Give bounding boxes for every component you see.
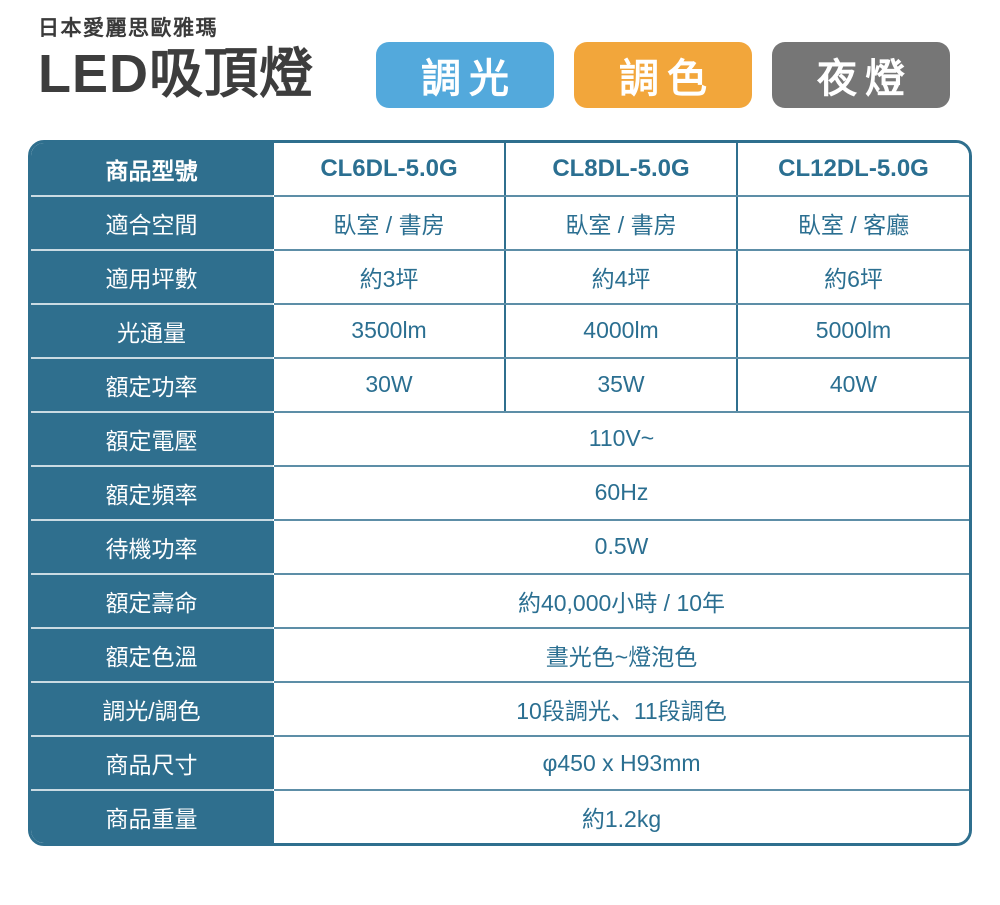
spec-value: 4000lm (504, 303, 737, 359)
badge-night-light: 夜燈 (772, 42, 950, 108)
badge-group: 調光 調色 夜燈 (376, 42, 950, 108)
spec-value: 40W (736, 357, 969, 413)
spec-row: 額定壽命 約40,000小時 / 10年 (31, 574, 969, 630)
spec-label: 商品重量 (31, 790, 273, 843)
spec-label: 額定頻率 (31, 465, 273, 521)
page-title: LED吸頂燈 (38, 44, 314, 105)
spec-label: 適用坪數 (31, 249, 273, 305)
spec-value-merged: 約1.2kg (272, 790, 969, 843)
spec-value-merged: 110V~ (272, 411, 969, 467)
spec-row: 商品尺寸 φ450 x H93mm (31, 736, 969, 792)
spec-table-body: 商品型號 CL6DL-5.0G CL8DL-5.0G CL12DL-5.0G 適合空間臥… (31, 143, 969, 843)
spec-label: 額定功率 (31, 357, 273, 413)
spec-row: 額定色溫 晝光色~燈泡色 (31, 628, 969, 684)
badge-dimming: 調光 (376, 42, 554, 108)
spec-row: 適用坪數 約3坪 約4坪 約6坪 (31, 249, 969, 305)
spec-value: CL12DL-5.0G (736, 143, 969, 197)
spec-value-merged: 60Hz (272, 465, 969, 521)
spec-label: 額定色溫 (31, 628, 273, 684)
spec-value-merged: 10段調光、11段調色 (272, 682, 969, 738)
spec-value-merged: φ450 x H93mm (272, 736, 969, 792)
spec-value: 約3坪 (272, 249, 505, 305)
spec-row: 光通量 3500lm 4000lm 5000lm (31, 303, 969, 359)
spec-value: 約6坪 (736, 249, 969, 305)
spec-label: 商品型號 (31, 143, 273, 197)
brand-text: 日本愛麗思歐雅瑪 (38, 17, 218, 40)
spec-row: 額定功率 30W 35W 40W (31, 357, 969, 413)
spec-value: CL6DL-5.0G (272, 143, 505, 197)
spec-label: 額定電壓 (31, 411, 273, 467)
spec-label: 光通量 (31, 303, 273, 359)
spec-row: 調光/調色 10段調光、11段調色 (31, 682, 969, 738)
spec-row: 商品重量 約1.2kg (31, 790, 969, 843)
spec-value: 臥室 / 書房 (504, 195, 737, 251)
spec-label: 適合空間 (31, 195, 273, 251)
spec-value: 3500lm (272, 303, 505, 359)
spec-label: 額定壽命 (31, 574, 273, 630)
spec-row: 適合空間 臥室 / 書房 臥室 / 書房 臥室 / 客廳 (31, 195, 969, 251)
spec-value-merged: 約40,000小時 / 10年 (272, 574, 969, 630)
spec-table: 商品型號 CL6DL-5.0G CL8DL-5.0G CL12DL-5.0G 適合空間臥… (28, 140, 972, 846)
header-row: LED吸頂燈 調光 調色 夜燈 (38, 40, 950, 110)
spec-row: 待機功率 0.5W (31, 519, 969, 576)
spec-row: 額定電壓 110V~ (31, 411, 969, 467)
spec-value: 30W (272, 357, 505, 413)
spec-value: 臥室 / 書房 (272, 195, 505, 251)
spec-value-merged: 0.5W (272, 519, 969, 576)
spec-label: 待機功率 (31, 519, 273, 576)
spec-value-merged: 晝光色~燈泡色 (272, 628, 969, 684)
spec-label: 調光/調色 (31, 682, 273, 738)
spec-label: 商品尺寸 (31, 736, 273, 792)
spec-value: 臥室 / 客廳 (736, 195, 969, 251)
spec-row: 額定頻率 60Hz (31, 465, 969, 521)
badge-color-tuning: 調色 (574, 42, 752, 108)
spec-value: 約4坪 (504, 249, 737, 305)
spec-row: 商品型號 CL6DL-5.0G CL8DL-5.0G CL12DL-5.0G (31, 143, 969, 197)
spec-value: 5000lm (736, 303, 969, 359)
spec-value: 35W (504, 357, 737, 413)
spec-value: CL8DL-5.0G (504, 143, 737, 197)
